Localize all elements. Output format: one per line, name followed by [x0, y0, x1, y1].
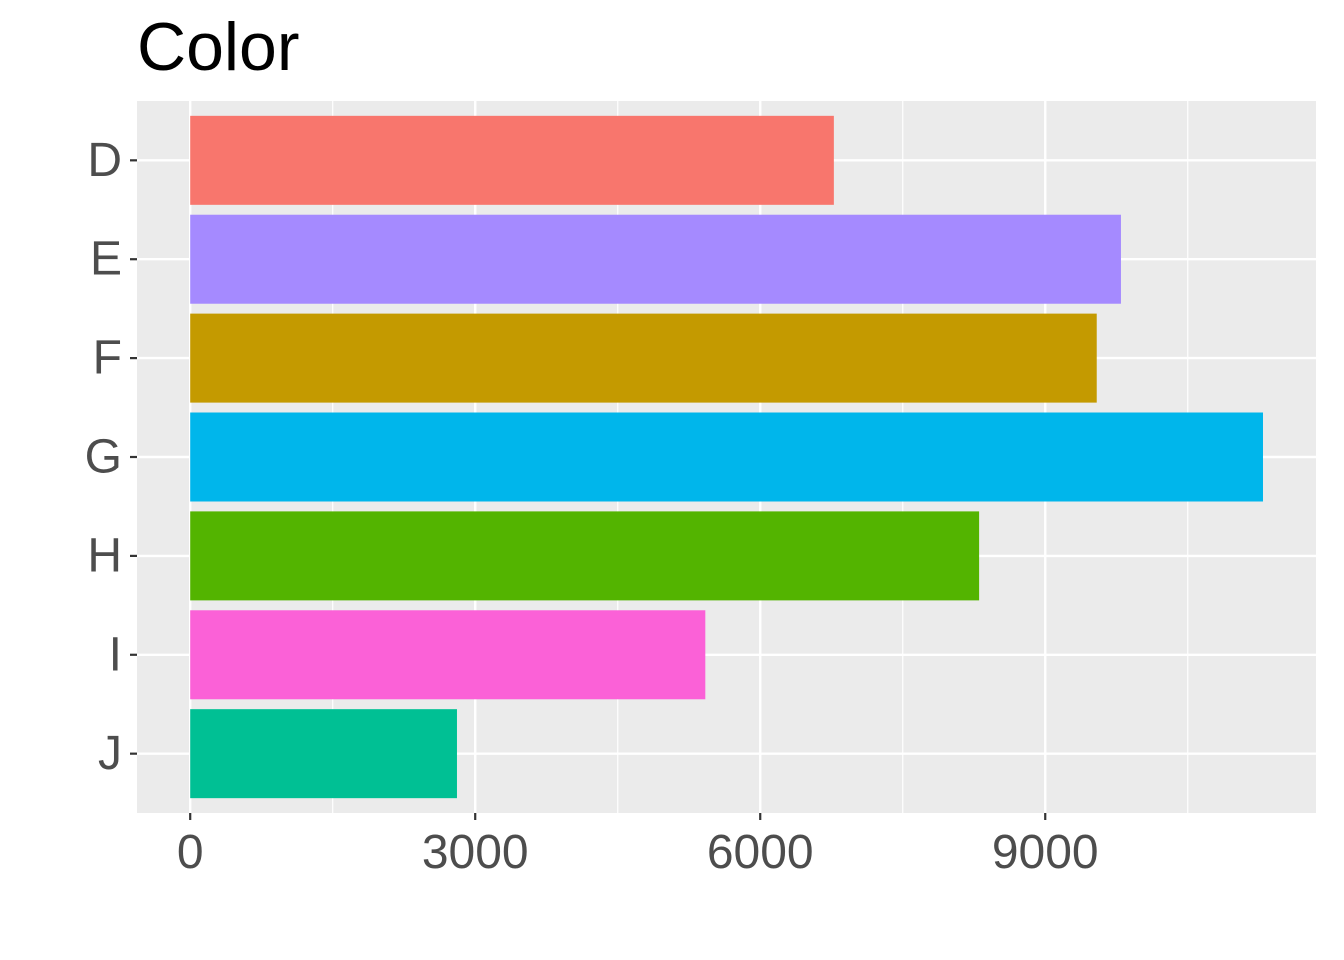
x-tick-label: 3000 — [422, 826, 529, 879]
x-tick-label: 6000 — [707, 826, 814, 879]
y-tick-label: H — [87, 529, 122, 582]
bar-j — [190, 709, 457, 799]
bars — [190, 115, 1263, 799]
x-tick-label: 9000 — [992, 826, 1099, 879]
bar-d — [190, 115, 834, 205]
x-tick-label: 0 — [177, 826, 204, 879]
y-tick-label: G — [85, 431, 122, 484]
chart-title: Color — [137, 9, 300, 85]
bar-e — [190, 214, 1121, 304]
x-axis: 0 3000 6000 9000 — [177, 813, 1099, 879]
y-tick-label: E — [90, 233, 122, 286]
y-tick-label: F — [93, 332, 122, 385]
bar-h — [190, 511, 980, 601]
y-tick-label: I — [109, 628, 122, 681]
bar-i — [190, 610, 706, 700]
y-tick-label: D — [87, 134, 122, 187]
bar-f — [190, 313, 1097, 403]
y-tick-label: J — [98, 727, 122, 780]
bar-g — [190, 412, 1263, 502]
